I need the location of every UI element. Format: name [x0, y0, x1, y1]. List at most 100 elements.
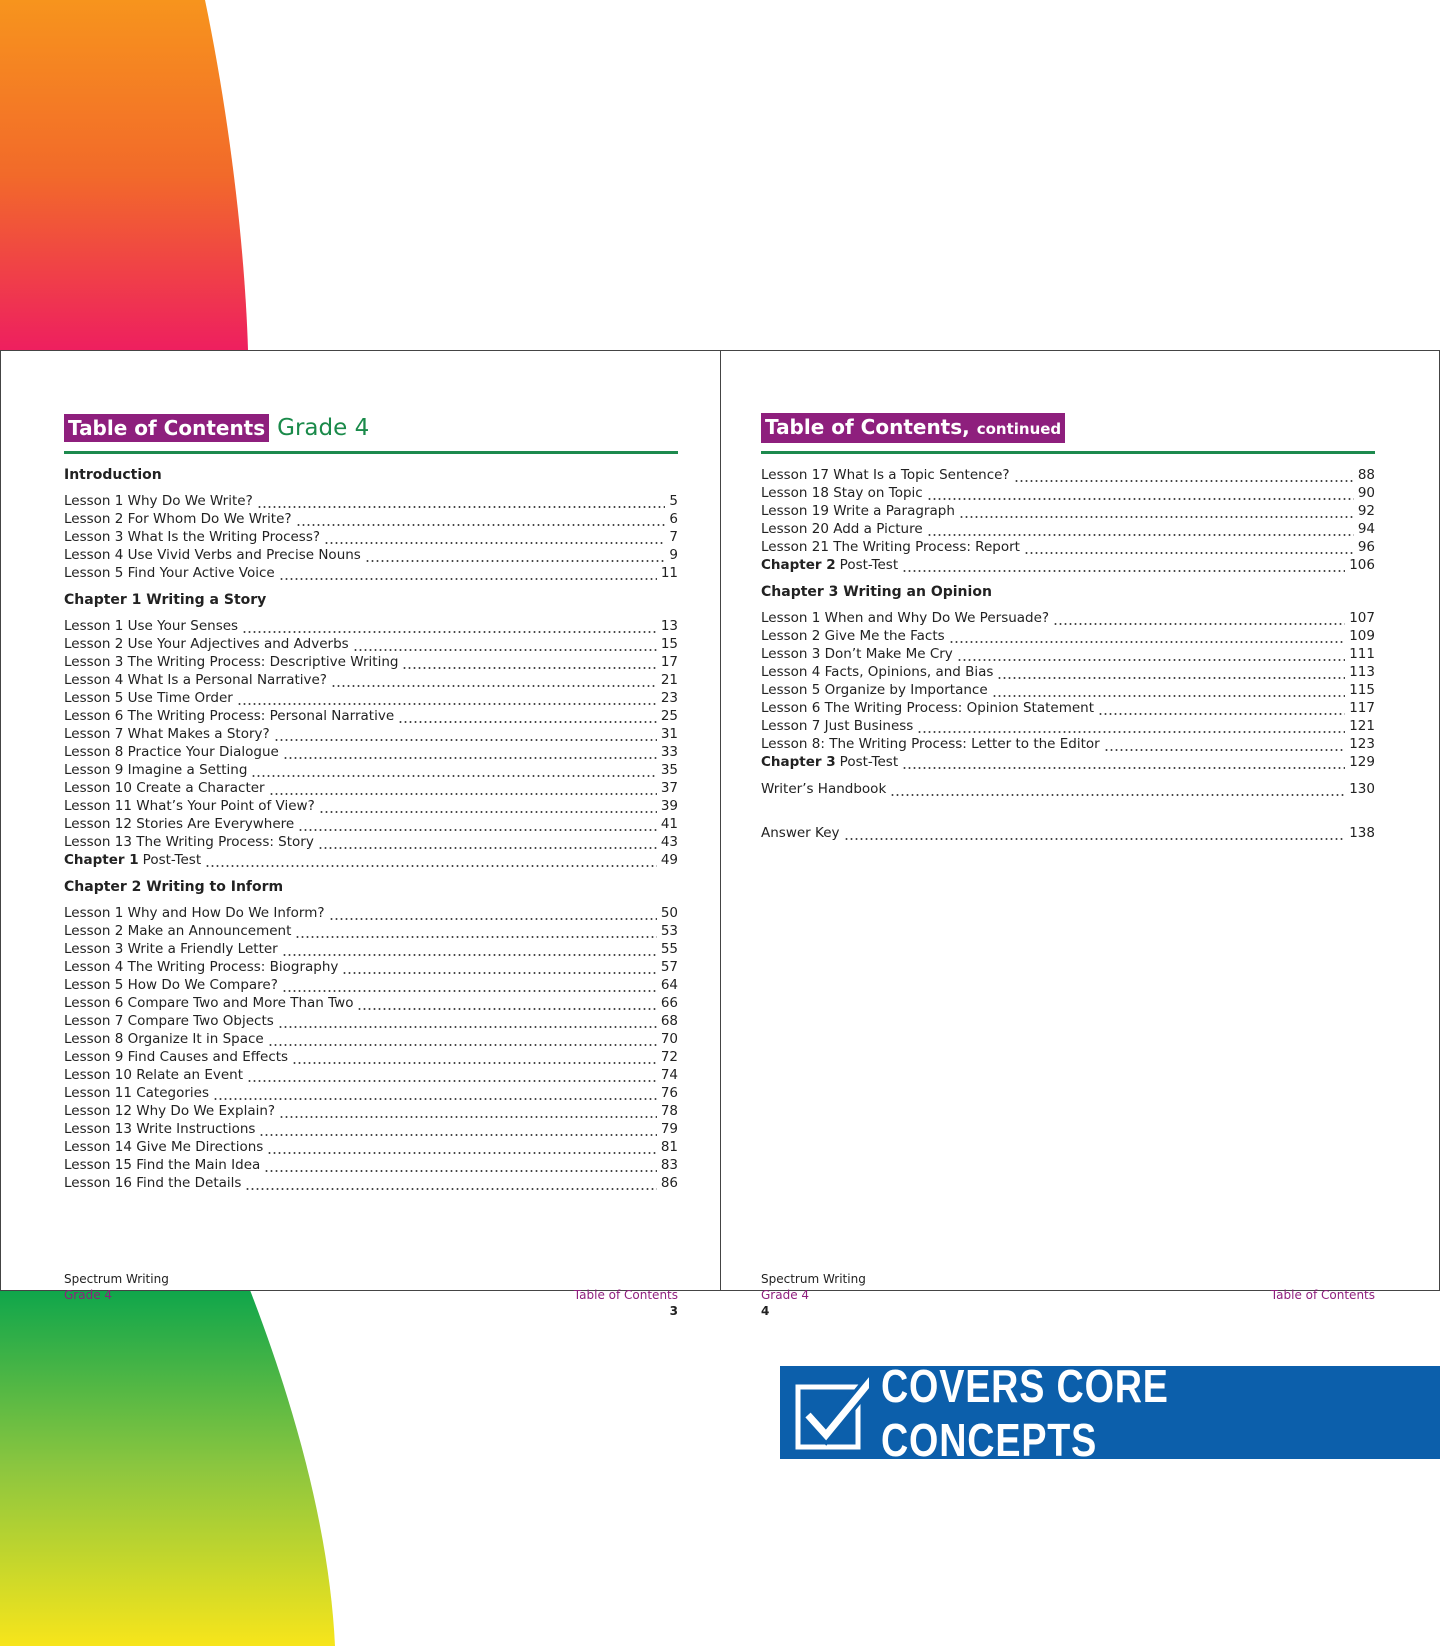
dot-leader [251, 761, 657, 779]
footer-section: Table of Contents [1270, 1288, 1375, 1302]
check-icon [795, 1374, 869, 1449]
dot-leader [398, 707, 657, 725]
dot-leader [277, 1012, 657, 1030]
dot-leader [268, 779, 657, 797]
dot-leader [357, 994, 657, 1012]
dot-leader [917, 717, 1346, 735]
dot-leader [282, 743, 657, 761]
dot-leader [843, 824, 1346, 842]
toc-entry: Lesson 7 Compare Two Objects 68 [64, 1012, 678, 1030]
entry-page: 86 [660, 1175, 678, 1191]
dot-leader [318, 797, 657, 815]
dot-leader [213, 1084, 657, 1102]
entry-page: 53 [660, 923, 678, 939]
toc-entry: Lesson 6 The Writing Process: Opinion St… [761, 699, 1375, 717]
toc-entry: Lesson 2 For Whom Do We Write? 6 [64, 510, 678, 528]
section: Answer Key 138 [761, 824, 1375, 842]
entry-label: Lesson 5 Use Time Order [64, 690, 233, 706]
entry-page: 23 [660, 690, 678, 706]
toc-entry: Lesson 10 Create a Character 37 [64, 779, 678, 797]
dot-leader [948, 627, 1346, 645]
swoosh-top [0, 0, 248, 350]
entry-label: Lesson 7 Just Business [761, 718, 914, 734]
left-page: Table of Contents Grade 4 Introduction Less… [64, 413, 678, 1318]
dot-leader [402, 653, 657, 671]
entry-bold: Chapter 2 [761, 557, 836, 573]
dot-leader [342, 958, 657, 976]
dot-leader [267, 1138, 657, 1156]
dot-leader [902, 753, 1346, 771]
section-heading: Introduction [64, 467, 162, 483]
entry-page: 33 [660, 744, 678, 760]
toc-entry: Lesson 4 Facts, Opinions, and Bias 113 [761, 663, 1375, 681]
entry-label: Lesson 1 When and Why Do We Persuade? [761, 610, 1050, 626]
dot-leader [991, 681, 1346, 699]
entry-label: Lesson 6 The Writing Process: Opinion St… [761, 700, 1094, 716]
entry-page: 107 [1349, 610, 1375, 626]
entry-page: 90 [1357, 485, 1375, 501]
entry-page: 115 [1349, 682, 1375, 698]
dot-leader [205, 851, 657, 869]
subtitle: Grade 4 [277, 415, 370, 441]
entry-label: Post-Test [142, 852, 202, 868]
toc-entry: Lesson 18 Stay on Topic 90 [761, 484, 1375, 502]
entry-label: Lesson 3 The Writing Process: Descriptiv… [64, 654, 399, 670]
dot-leader [352, 635, 657, 653]
title: Table of Contents [68, 416, 266, 440]
entry-page: 138 [1349, 825, 1375, 841]
entry-label: Lesson 13 The Writing Process: Story [64, 834, 314, 850]
entry-page: 76 [660, 1085, 678, 1101]
dot-leader [926, 484, 1354, 502]
entry-label: Answer Key [761, 825, 840, 841]
entry-label: Lesson 18 Stay on Topic [761, 485, 923, 501]
entry-label: Lesson 12 Stories Are Everywhere [64, 816, 295, 832]
dot-leader [956, 645, 1346, 663]
toc-entry: Lesson 13 The Writing Process: Story 43 [64, 833, 678, 851]
divider [720, 351, 721, 1290]
title-rule [761, 451, 1375, 454]
footer-section: Table of Contents [573, 1288, 678, 1302]
entry-label: Post-Test [839, 557, 899, 573]
title-row: Table of Contents Grade 4 [64, 413, 678, 443]
entry-label: Lesson 8 Practice Your Dialogue [64, 744, 279, 760]
entry-page: 31 [660, 726, 678, 742]
dot-leader [236, 689, 657, 707]
title-rule [64, 451, 678, 454]
toc-entry: Lesson 6 Compare Two and More Than Two 66 [64, 994, 678, 1012]
entry-page: 70 [660, 1031, 678, 1047]
entry-label: Lesson 4 Facts, Opinions, and Bias [761, 664, 994, 680]
dot-leader [328, 904, 657, 922]
section: Chapter 1 Writing a Story Lesson 1 Use Yo… [64, 591, 678, 869]
footer: Spectrum Writing Grade 4 Table of Contents… [64, 1271, 678, 1319]
entry-label: Lesson 2 Use Your Adjectives and Adverbs [64, 636, 349, 652]
entry-page: 35 [660, 762, 678, 778]
title: Table of Contents, [765, 415, 970, 439]
toc-entry: Lesson 1 When and Why Do We Persuade? 107 [761, 609, 1375, 627]
dot-leader [259, 1120, 657, 1138]
entry-bold: Chapter 1 [64, 852, 139, 868]
dot-leader [245, 1174, 657, 1192]
section-heading: Chapter 3 Writing an Opinion [761, 584, 992, 600]
section-heading: Chapter 1 Writing a Story [64, 592, 267, 608]
toc-entry: Lesson 3 The Writing Process: Descriptiv… [64, 653, 678, 671]
dot-leader [242, 617, 657, 635]
dot-leader [264, 1156, 657, 1174]
dot-leader [997, 663, 1346, 681]
dot-leader [273, 725, 657, 743]
entry-page: 49 [660, 852, 678, 868]
entry-page: 41 [660, 816, 678, 832]
entry-label: Lesson 11 Categories [64, 1085, 209, 1101]
entry-page: 121 [1349, 718, 1375, 734]
entry-label: Lesson 4 The Writing Process: Biography [64, 959, 339, 975]
dot-leader [295, 922, 657, 940]
right-page: Table of Contents, continued Lesson 17 Wh… [761, 413, 1375, 1318]
entry-page: 106 [1349, 557, 1375, 573]
dot-leader [281, 976, 657, 994]
entry-label: Lesson 9 Imagine a Setting [64, 762, 248, 778]
toc-entry: Lesson 4 The Writing Process: Biography 5… [64, 958, 678, 976]
entry-label: Lesson 21 The Writing Process: Report [761, 539, 1020, 555]
entry-page: 21 [660, 672, 678, 688]
entry-label: Lesson 15 Find the Main Idea [64, 1157, 261, 1173]
entry-label: Writer’s Handbook [761, 781, 887, 797]
